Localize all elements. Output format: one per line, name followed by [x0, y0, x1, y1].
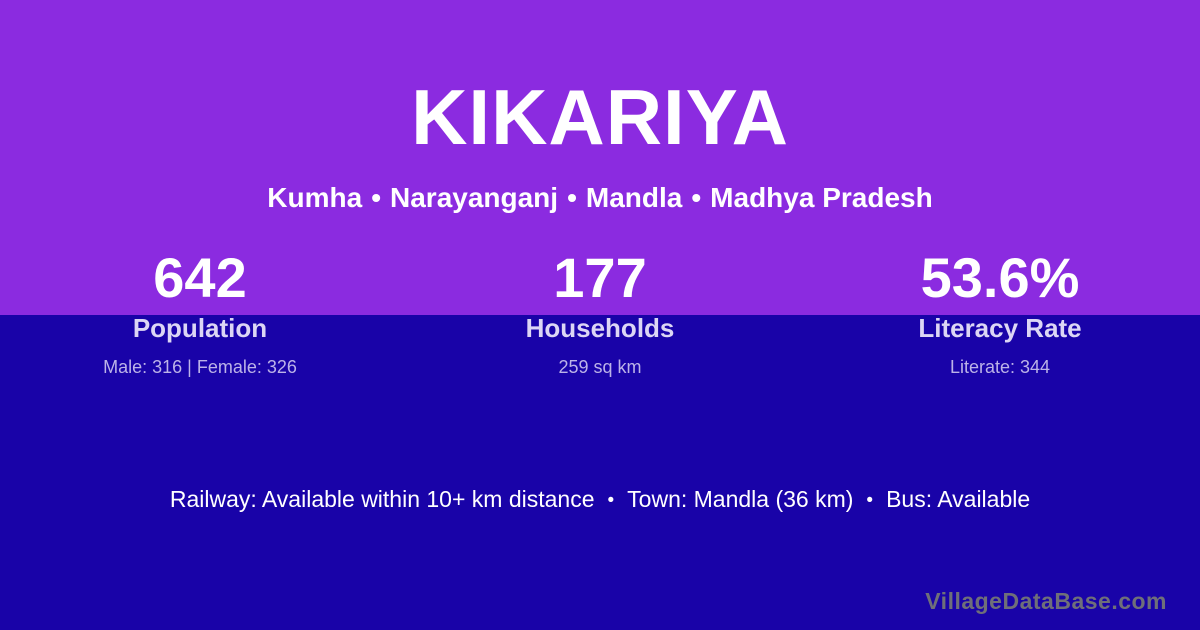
bullet-separator: • [371, 182, 381, 213]
breadcrumb-district: Mandla [585, 182, 683, 213]
literacy-rate-label: Literacy Rate [918, 313, 1082, 343]
stat-households: 177 Households 259 sq km [400, 245, 800, 378]
literacy-rate-value: 53.6% [920, 246, 1080, 309]
population-value: 642 [153, 246, 247, 309]
population-label: Population [132, 313, 268, 343]
stat-population: 642 Population Male: 316 | Female: 326 [0, 245, 400, 378]
transport-info: Railway: Available within 10+ km distanc… [0, 484, 1200, 516]
watermark: VillageDataBase.com [925, 588, 1167, 614]
households-value: 177 [553, 246, 647, 309]
stats-row: 642 Population Male: 316 | Female: 326 1… [0, 245, 1200, 378]
households-label: Households [525, 313, 675, 343]
breadcrumb-village: Kumha [267, 182, 363, 213]
details-section [0, 315, 1200, 630]
location-breadcrumb: Kumha • Narayanganj • Mandla • Madhya Pradesh [0, 180, 1200, 216]
literate-count: Literate: 344 [949, 357, 1051, 377]
breadcrumb-state: Madhya Pradesh [710, 182, 933, 213]
bullet-separator: • [567, 182, 577, 213]
bullet-separator: • [607, 490, 615, 511]
breadcrumb-block: Narayanganj [390, 182, 559, 213]
population-breakdown: Male: 316 | Female: 326 [103, 357, 297, 377]
town-info: Town: Mandla (36 km) [627, 486, 854, 512]
stat-literacy: 53.6% Literacy Rate Literate: 344 [800, 245, 1200, 378]
area-value: 259 sq km [558, 357, 642, 377]
bullet-separator: • [866, 490, 874, 511]
bus-info: Bus: Available [886, 486, 1031, 512]
railway-info: Railway: Available within 10+ km distanc… [169, 486, 595, 512]
header-section [0, 0, 1200, 315]
village-title: KIKARIYA [411, 73, 789, 161]
bullet-separator: • [691, 182, 702, 213]
